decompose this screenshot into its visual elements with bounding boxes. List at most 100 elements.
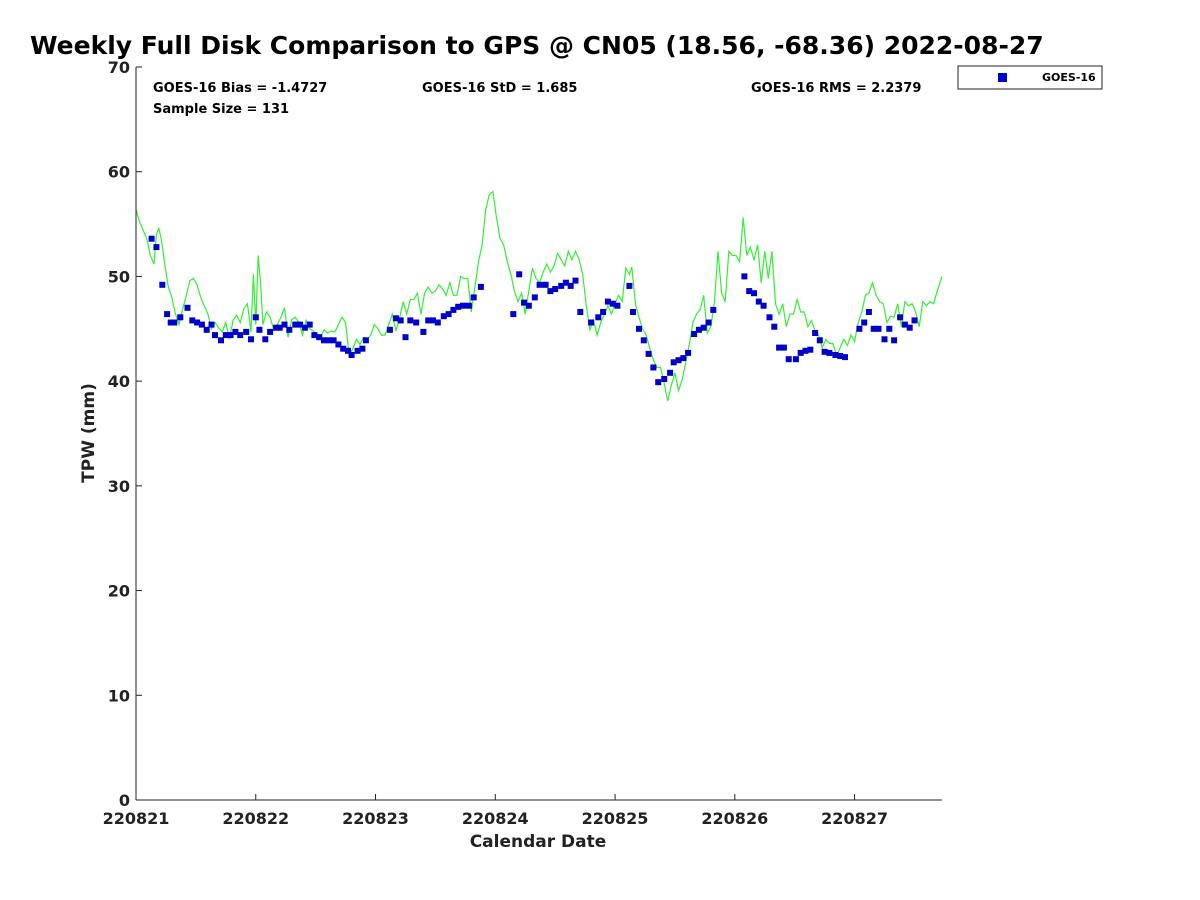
gps-series-line	[135, 190, 943, 402]
goes16-point	[826, 349, 833, 356]
goes16-point	[267, 328, 274, 335]
goes16-point	[710, 306, 717, 313]
goes16-point	[552, 286, 559, 292]
goes16-point	[189, 317, 196, 324]
goes16-point	[477, 283, 484, 290]
goes16-point	[171, 319, 178, 326]
goes16-point	[348, 352, 355, 358]
stat-sample-size: Sample Size = 131	[153, 102, 289, 117]
goes16-point	[797, 349, 804, 356]
y-tick-label: 50	[108, 267, 130, 286]
goes16-point	[262, 336, 269, 343]
goes16-point	[148, 235, 155, 242]
goes16-point	[256, 326, 263, 333]
goes16-point	[316, 334, 323, 341]
goes16-point	[812, 330, 819, 336]
legend: GOES-16	[957, 65, 1103, 90]
goes16-point	[397, 317, 404, 324]
goes16-point	[445, 311, 452, 318]
goes16-point	[407, 317, 414, 324]
goes16-point	[776, 344, 783, 351]
goes16-point	[531, 294, 538, 301]
goes16-point	[232, 328, 239, 335]
goes16-point	[521, 299, 527, 306]
legend-box	[957, 65, 1103, 90]
goes16-point	[325, 337, 332, 344]
goes16-point	[600, 309, 607, 315]
stat-bias: GOES-16 Bias = -1.4727	[153, 81, 327, 96]
goes16-point	[301, 324, 308, 331]
goes16-point	[562, 279, 569, 286]
y-tick-label: 0	[119, 791, 130, 810]
goes16-point	[198, 321, 205, 328]
goes16-point	[670, 359, 677, 366]
goes16-point	[184, 304, 191, 311]
goes16-point	[640, 337, 647, 344]
plot-area	[135, 190, 943, 402]
goes16-point	[700, 324, 707, 331]
goes16-point	[434, 319, 441, 326]
y-tick-label: 70	[108, 58, 130, 77]
goes16-point	[558, 282, 565, 289]
goes16-point	[465, 302, 472, 309]
x-tick-label: 220827	[821, 809, 888, 828]
goes16-point	[685, 349, 692, 356]
y-tick-label: 30	[108, 477, 130, 496]
goes16-point	[159, 281, 166, 288]
goes16-point	[525, 302, 532, 309]
y-tick-label: 10	[108, 686, 130, 705]
goes16-point	[311, 332, 318, 339]
goes16-point	[595, 314, 602, 321]
goes16-point	[450, 306, 457, 313]
goes16-point	[227, 332, 234, 339]
goes16-point	[542, 281, 549, 288]
goes16-points-layer	[148, 235, 918, 386]
goes16-point	[870, 325, 877, 332]
goes16-point	[760, 302, 767, 309]
goes16-point	[440, 313, 447, 320]
goes16-point	[222, 332, 229, 339]
goes16-point	[547, 288, 554, 295]
goes16-point	[252, 314, 259, 321]
y-tick-label: 40	[108, 372, 130, 391]
goes16-point	[281, 321, 288, 328]
goes16-point	[891, 337, 898, 344]
goes16-point	[650, 364, 657, 371]
goes16-point	[536, 281, 543, 288]
goes16-point	[630, 309, 636, 315]
goes16-point	[771, 323, 778, 330]
goes16-point	[212, 332, 218, 339]
goes16-point	[837, 353, 844, 359]
stat-std: GOES-16 StD = 1.685	[422, 81, 577, 96]
goes16-point	[362, 337, 369, 344]
goes16-point	[273, 324, 280, 331]
goes16-point	[455, 303, 462, 310]
x-tick-label: 220826	[701, 809, 768, 828]
goes16-point	[237, 332, 244, 339]
goes16-point	[402, 334, 409, 341]
x-tick-label: 220825	[582, 809, 649, 828]
x-axis-label: Calendar Date	[470, 832, 607, 852]
goes16-point	[645, 350, 652, 357]
goes16-point	[248, 336, 254, 343]
goes16-point	[865, 309, 872, 315]
goes16-point	[577, 309, 584, 315]
goes16-point	[609, 300, 616, 307]
goes16-point	[164, 311, 171, 318]
goes16-point	[292, 321, 299, 328]
goes16-point	[297, 321, 304, 328]
goes16-point	[766, 314, 773, 321]
goes16-point	[359, 345, 366, 352]
goes16-point	[330, 337, 337, 344]
goes16-point	[897, 314, 904, 321]
x-tick-label: 220823	[342, 809, 409, 828]
y-tick-label: 60	[108, 163, 130, 182]
stat-rms: GOES-16 RMS = 2.2379	[751, 81, 921, 96]
goes16-point	[306, 321, 313, 328]
goes16-point	[460, 302, 466, 309]
x-tick-label: 220822	[222, 809, 289, 828]
y-tick-label: 20	[108, 582, 130, 601]
goes16-point	[661, 376, 668, 382]
y-axis-label: TPW (mm)	[79, 383, 99, 483]
goes16-point	[856, 325, 863, 332]
